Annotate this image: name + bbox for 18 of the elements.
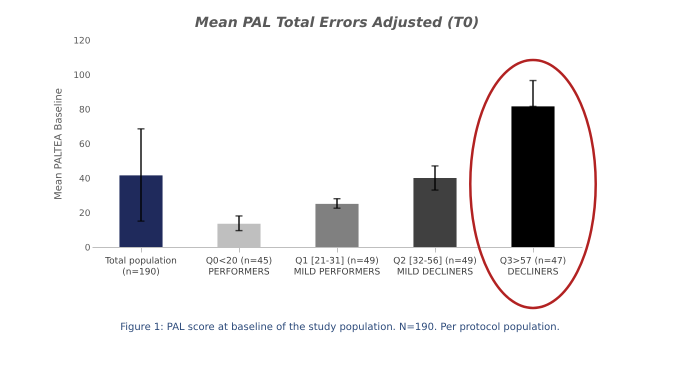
y-tick-label: 20	[79, 209, 91, 219]
x-tick-label: Q0<20 (n=45) PERFORMERS	[206, 256, 272, 278]
y-tick-label: 0	[84, 244, 91, 254]
y-tick-label: 120	[73, 36, 91, 46]
caption: Figure 1: PAL score at baseline of the study population. N=190. Per protocol population.	[119, 322, 561, 333]
bar	[315, 204, 359, 247]
y-tick-label: 100	[73, 71, 91, 81]
x-tick-label: Q2 [32-56] (n=49) MILD DECLINERS	[393, 256, 477, 278]
y-tick-label: 80	[79, 106, 91, 116]
y-tick-label: 60	[79, 140, 91, 150]
y-tick-label: 40	[79, 174, 91, 184]
x-tick-label: Total population (n=190)	[104, 256, 177, 278]
x-tick-label: Q3>57 (n=47) DECLINERS	[500, 256, 566, 278]
bar	[119, 175, 163, 247]
y-axis-title: Mean PALTEA Baseline	[53, 88, 64, 200]
x-tick-label: Q1 [21-31] (n=49) MILD PERFORMERS	[294, 256, 381, 278]
chart-title: Mean PAL Total Errors Adjusted (T0)	[194, 15, 480, 31]
bar	[413, 178, 457, 247]
